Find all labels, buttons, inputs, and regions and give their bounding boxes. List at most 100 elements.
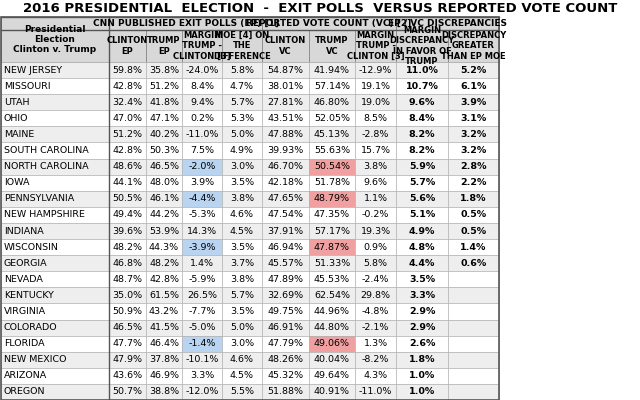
Text: 5.0%: 5.0% [230, 323, 254, 332]
Bar [146, 94, 182, 110]
Text: 0.6%: 0.6% [460, 259, 486, 268]
Text: 5.5%: 5.5% [230, 388, 254, 396]
Bar [355, 320, 396, 336]
Text: DISCREPANCY
GREATER
THAN EP MOE: DISCREPANCY GREATER THAN EP MOE [441, 31, 506, 61]
Text: VIRGINIA: VIRGINIA [4, 307, 46, 316]
Text: 45.13%: 45.13% [314, 130, 350, 139]
Bar [309, 62, 355, 78]
Text: -24.0%: -24.0% [186, 66, 219, 74]
Bar [222, 78, 262, 94]
Bar [396, 320, 448, 336]
Bar [396, 287, 448, 304]
Text: 48.0%: 48.0% [149, 178, 179, 187]
Text: 45.32%: 45.32% [268, 371, 303, 380]
Text: 48.2%: 48.2% [113, 242, 143, 252]
Bar [182, 271, 222, 287]
Bar [262, 287, 309, 304]
Text: 40.91%: 40.91% [314, 388, 350, 396]
Text: COLORADO: COLORADO [4, 323, 58, 332]
Bar [309, 223, 355, 239]
Bar [309, 142, 355, 158]
Bar [109, 255, 146, 271]
Text: REPORTED VOTE COUNT (VC) [2]: REPORTED VOTE COUNT (VC) [2] [246, 19, 412, 28]
Bar [146, 304, 182, 320]
Bar [355, 175, 396, 191]
Text: UTAH: UTAH [4, 98, 29, 107]
Bar [1, 62, 109, 78]
Bar [355, 158, 396, 175]
Text: -2.4%: -2.4% [362, 275, 389, 284]
Bar [355, 78, 396, 94]
Bar [309, 110, 355, 126]
Text: 4.5%: 4.5% [230, 371, 254, 380]
Bar [355, 110, 396, 126]
Text: KENTUCKY: KENTUCKY [4, 291, 54, 300]
Text: 42.18%: 42.18% [268, 178, 303, 187]
Bar [222, 255, 262, 271]
Bar [448, 368, 499, 384]
Text: 42.8%: 42.8% [113, 146, 143, 155]
Text: 3.8%: 3.8% [230, 275, 254, 284]
Text: 49.64%: 49.64% [314, 371, 350, 380]
Text: 49.75%: 49.75% [268, 307, 303, 316]
Text: 52.05%: 52.05% [314, 114, 350, 123]
Bar [262, 304, 309, 320]
Bar [146, 126, 182, 142]
Text: 5.3%: 5.3% [230, 114, 254, 123]
Bar [396, 142, 448, 158]
Text: 41.94%: 41.94% [314, 66, 350, 74]
Text: -8.2%: -8.2% [362, 355, 389, 364]
Bar [262, 142, 309, 158]
Text: 3.0%: 3.0% [230, 162, 254, 171]
Bar [109, 191, 146, 207]
Text: 46.5%: 46.5% [113, 323, 143, 332]
Bar [448, 384, 499, 400]
Bar [1, 175, 109, 191]
Text: MARGIN
TRUMP -
CLINTON [3]: MARGIN TRUMP - CLINTON [3] [173, 31, 231, 61]
Bar [222, 239, 262, 255]
Bar [309, 384, 355, 400]
Text: 3.3%: 3.3% [409, 291, 435, 300]
Text: 46.70%: 46.70% [268, 162, 303, 171]
Text: NEW HAMPSHIRE: NEW HAMPSHIRE [4, 210, 85, 220]
Text: 54.87%: 54.87% [268, 66, 303, 74]
Text: 6.1%: 6.1% [460, 82, 486, 91]
Text: 47.65%: 47.65% [268, 194, 303, 203]
Text: 4.3%: 4.3% [364, 371, 388, 380]
Bar [109, 368, 146, 384]
Bar [262, 30, 309, 62]
Text: -10.1%: -10.1% [186, 355, 219, 364]
Text: 57.14%: 57.14% [314, 82, 350, 91]
Text: 3.8%: 3.8% [230, 194, 254, 203]
Bar [448, 94, 499, 110]
Text: 2016 PRESIDENTIAL  ELECTION  -  EXIT POLLS  VERSUS REPORTED VOTE COUNT: 2016 PRESIDENTIAL ELECTION - EXIT POLLS … [23, 2, 617, 15]
Bar [355, 368, 396, 384]
Bar [109, 287, 146, 304]
Bar [355, 271, 396, 287]
Bar [355, 207, 396, 223]
Text: 2.8%: 2.8% [460, 162, 487, 171]
Text: 1.0%: 1.0% [409, 388, 435, 396]
Text: INDIANA: INDIANA [4, 226, 44, 236]
Text: NORTH CAROLINA: NORTH CAROLINA [4, 162, 88, 171]
Bar [262, 336, 309, 352]
Bar [146, 30, 182, 62]
Text: 8.5%: 8.5% [364, 114, 387, 123]
Bar [146, 191, 182, 207]
Text: MAINE: MAINE [4, 130, 35, 139]
Text: 15.7%: 15.7% [360, 146, 390, 155]
Bar [182, 255, 222, 271]
Text: 57.17%: 57.17% [314, 226, 350, 236]
Text: 19.0%: 19.0% [360, 98, 390, 107]
Text: 39.6%: 39.6% [113, 226, 143, 236]
Text: 27.81%: 27.81% [268, 98, 303, 107]
Text: 9.6%: 9.6% [409, 98, 435, 107]
Bar [109, 110, 146, 126]
Bar [396, 352, 448, 368]
Text: 62.54%: 62.54% [314, 291, 350, 300]
Bar [109, 78, 146, 94]
Text: 47.88%: 47.88% [268, 130, 303, 139]
Text: 1.8%: 1.8% [460, 194, 487, 203]
Text: 47.79%: 47.79% [268, 339, 303, 348]
Bar [109, 223, 146, 239]
